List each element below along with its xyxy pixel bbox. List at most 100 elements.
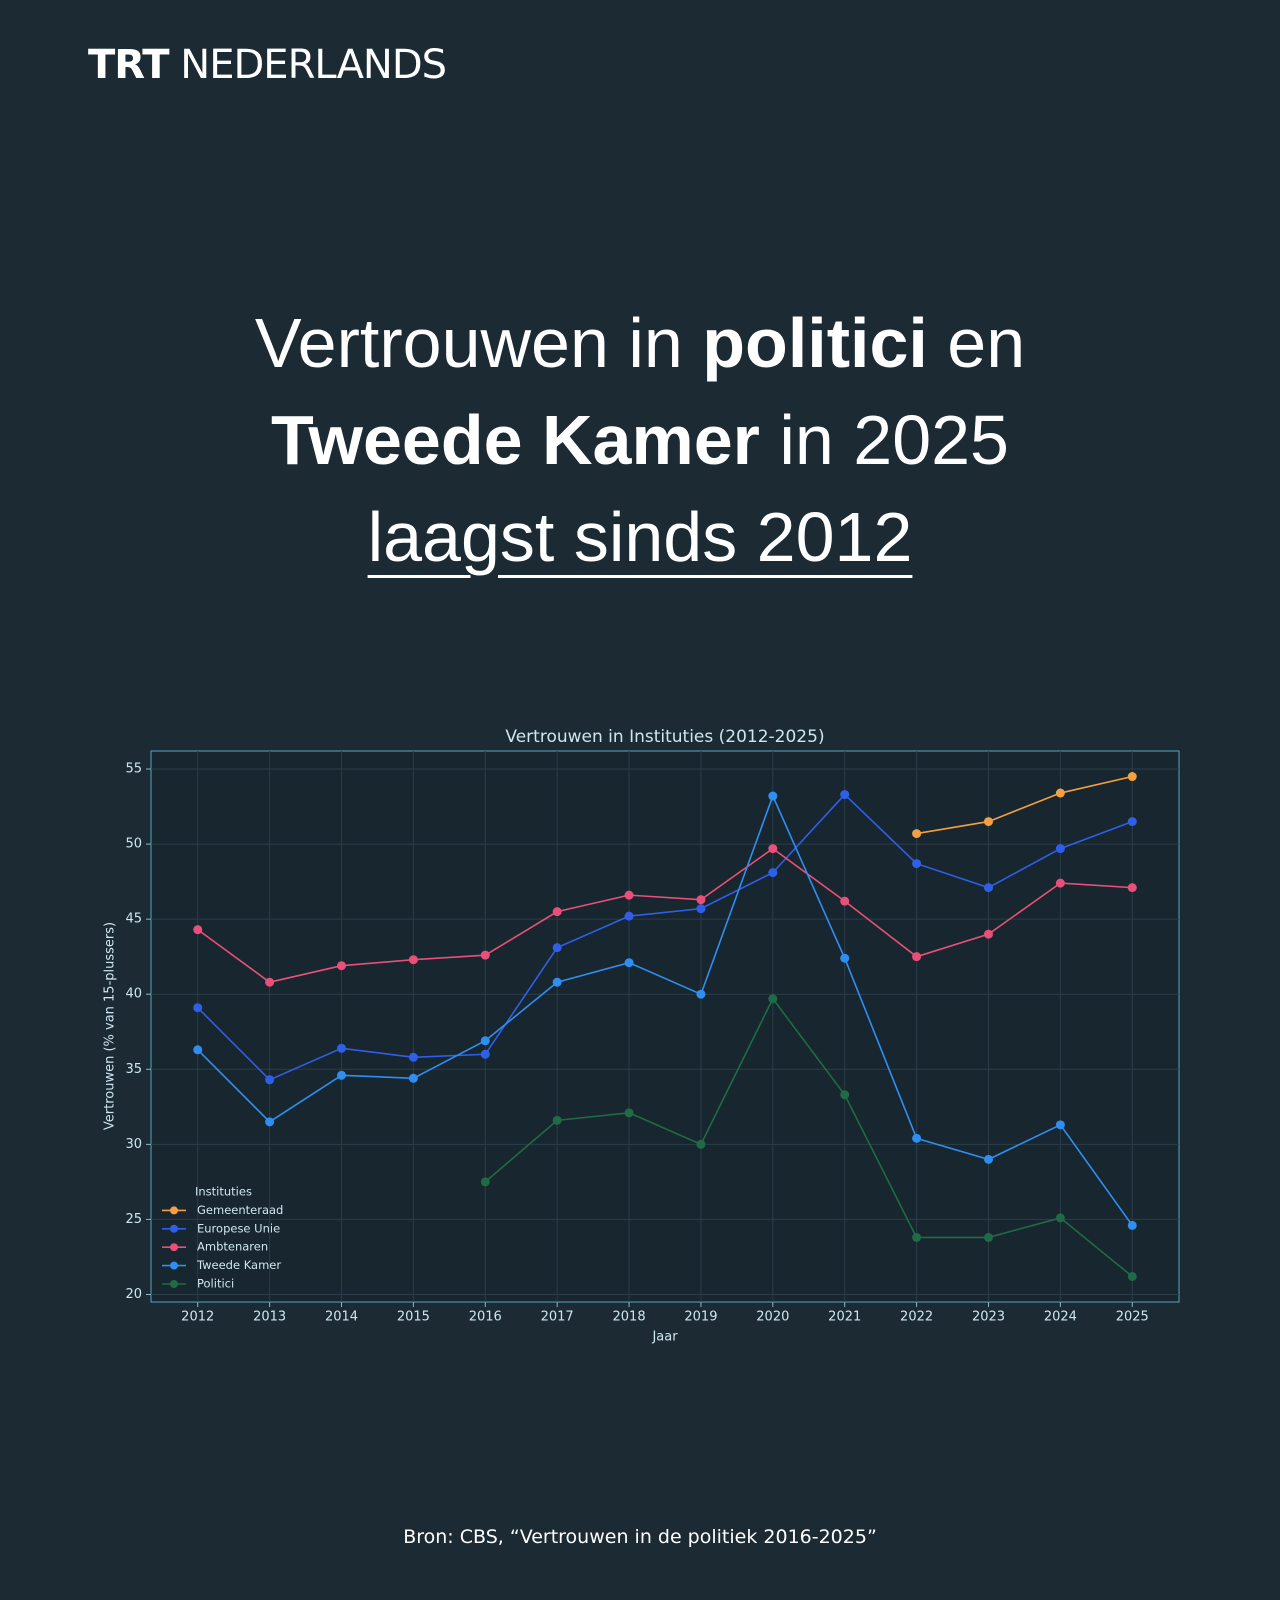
x-tick-label: 2016 <box>469 1310 502 1325</box>
x-tick-label: 2022 <box>900 1310 933 1325</box>
data-point <box>552 907 562 917</box>
data-point <box>1055 878 1065 888</box>
headline-part: Tweede Kamer <box>270 401 760 479</box>
y-tick-label: 20 <box>125 1287 142 1302</box>
x-tick-label: 2023 <box>972 1310 1005 1325</box>
data-point <box>696 895 706 905</box>
data-point <box>337 961 347 971</box>
legend-marker <box>170 1224 178 1233</box>
y-tick-label: 35 <box>125 1062 142 1077</box>
brand: TRT NEDERLANDS <box>88 42 447 88</box>
data-point <box>912 1232 922 1242</box>
headline-line: laagst sinds 2012 <box>0 489 1280 586</box>
data-point <box>337 1070 347 1080</box>
y-tick-label: 40 <box>125 987 142 1002</box>
data-point <box>840 896 850 906</box>
series-line <box>197 847 1133 984</box>
data-point <box>193 925 203 935</box>
legend-marker <box>170 1261 178 1270</box>
data-point <box>480 1049 490 1059</box>
data-point <box>768 994 778 1004</box>
x-tick-label: 2014 <box>325 1310 358 1325</box>
legend-label: Europese Unie <box>197 1221 280 1235</box>
data-point <box>624 890 634 900</box>
data-point <box>1055 844 1065 854</box>
data-point <box>408 1073 418 1083</box>
data-point <box>1127 817 1137 827</box>
x-axis-label: Jaar <box>651 1330 678 1345</box>
headline-part: politici <box>702 304 928 382</box>
data-point <box>552 1115 562 1125</box>
brand-bold: TRT <box>88 42 170 88</box>
data-point <box>265 977 275 987</box>
x-tick-label: 2025 <box>1116 1310 1149 1325</box>
headline-line: Tweede Kamer in 2025 <box>0 392 1280 489</box>
data-point <box>1055 788 1065 798</box>
data-point <box>912 829 922 839</box>
data-point <box>624 911 634 921</box>
data-point <box>1055 1120 1065 1130</box>
data-point <box>1127 883 1137 893</box>
data-point <box>983 1154 993 1164</box>
y-axis-label: Vertrouwen (% van 15-plussers) <box>103 922 118 1130</box>
headline-part: in 2025 <box>759 401 1009 479</box>
chart-title: Vertrouwen in Instituties (2012-2025) <box>505 727 824 747</box>
x-tick-label: 2012 <box>181 1310 214 1325</box>
source: Bron: CBS, “Vertrouwen in de politiek 20… <box>403 1526 877 1548</box>
headline-part: Vertrouwen in <box>254 304 703 382</box>
legend-marker <box>170 1206 178 1215</box>
legend-label: Gemeenteraad <box>197 1203 283 1217</box>
data-point <box>408 1052 418 1062</box>
data-point <box>983 883 993 893</box>
y-tick-label: 50 <box>125 837 142 852</box>
data-point <box>624 958 634 968</box>
data-point <box>1127 772 1137 782</box>
data-point <box>983 929 993 939</box>
legend-title: Instituties <box>195 1185 252 1199</box>
data-point <box>768 791 778 801</box>
data-point <box>1127 1271 1137 1281</box>
data-point <box>840 953 850 963</box>
data-point <box>696 904 706 914</box>
data-point <box>265 1075 275 1085</box>
legend-label: Ambtenaren <box>197 1240 268 1254</box>
brand-text: NEDERLANDS <box>180 42 447 88</box>
data-point <box>1055 1213 1065 1223</box>
data-point <box>552 943 562 953</box>
data-point <box>1127 1220 1137 1230</box>
y-tick-label: 55 <box>125 762 142 777</box>
series-line <box>484 997 1133 1278</box>
series-line <box>197 793 1133 1226</box>
data-point <box>480 950 490 960</box>
headline-line: Vertrouwen in politici en <box>0 295 1280 392</box>
plot-area <box>150 750 1180 1303</box>
data-point <box>480 1177 490 1187</box>
data-point <box>768 844 778 854</box>
x-tick-label: 2021 <box>828 1310 861 1325</box>
x-tick-label: 2019 <box>684 1310 717 1325</box>
data-point <box>408 955 418 965</box>
data-point <box>265 1117 275 1127</box>
y-tick-label: 30 <box>125 1137 142 1152</box>
data-point <box>840 790 850 800</box>
y-tick-label: 45 <box>125 912 142 927</box>
data-point <box>912 1133 922 1143</box>
series-line <box>916 775 1133 835</box>
x-tick-label: 2018 <box>613 1310 646 1325</box>
data-point <box>624 1108 634 1118</box>
data-point <box>552 977 562 987</box>
series-line <box>197 793 1133 1081</box>
data-point <box>840 1090 850 1100</box>
x-tick-label: 2020 <box>756 1310 789 1325</box>
data-point <box>768 868 778 878</box>
x-tick-label: 2017 <box>541 1310 574 1325</box>
x-tick-label: 2013 <box>253 1310 286 1325</box>
legend-label: Politici <box>197 1277 234 1291</box>
data-point <box>480 1036 490 1046</box>
data-point <box>912 952 922 962</box>
data-point <box>193 1003 203 1013</box>
data-point <box>983 817 993 827</box>
legend-marker <box>170 1280 178 1288</box>
headline-part: laagst sinds 2012 <box>367 498 913 576</box>
